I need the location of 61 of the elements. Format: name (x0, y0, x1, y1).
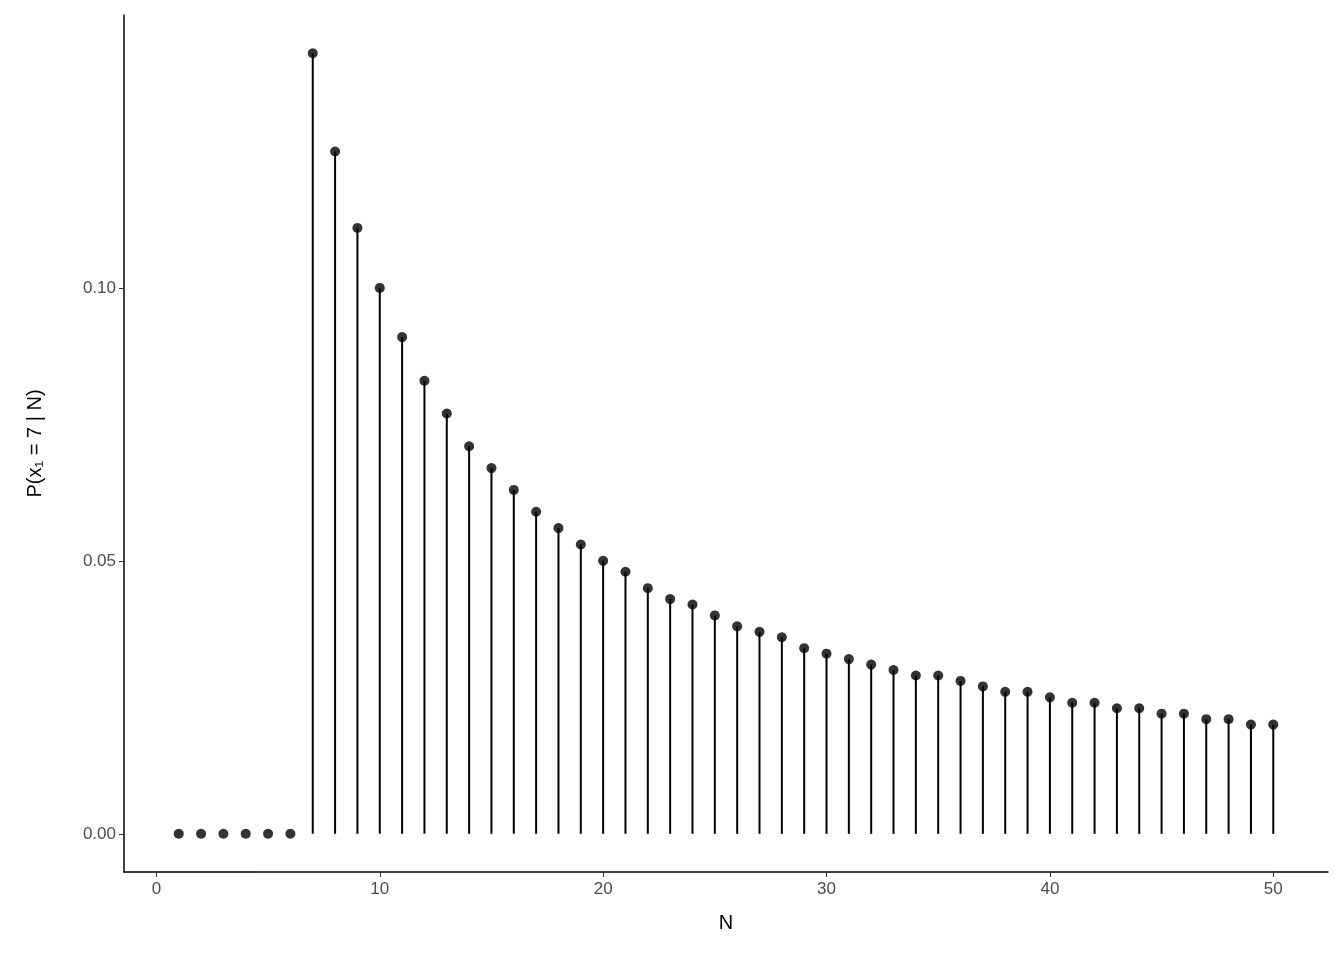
point (1111, 703, 1122, 714)
point (173, 828, 184, 839)
x-tick-label: 20 (593, 879, 613, 898)
point (1134, 703, 1145, 714)
point (732, 621, 743, 632)
point (843, 654, 854, 665)
point (933, 670, 944, 681)
point (665, 594, 676, 605)
x-tick-label: 0 (151, 879, 162, 898)
point (1156, 708, 1167, 719)
point (330, 146, 341, 157)
y-axis-title: P(x₁ = 7 | N) (23, 389, 45, 498)
point (1245, 719, 1256, 730)
point (598, 555, 609, 566)
x-axis-title: N (718, 911, 734, 933)
point (955, 675, 966, 686)
x-tick-label: 40 (1040, 879, 1060, 898)
point (196, 828, 207, 839)
point (419, 375, 430, 386)
x-tick-label: 50 (1263, 879, 1283, 898)
point (486, 463, 497, 474)
point (1201, 714, 1212, 725)
y-tick-label: 0.00 (82, 824, 116, 844)
point (397, 332, 408, 343)
point (888, 665, 899, 676)
point (910, 670, 921, 681)
point (575, 539, 586, 550)
y-tick-label: 0.05 (82, 551, 116, 571)
x-tick-label: 10 (370, 879, 390, 898)
point (1067, 697, 1078, 708)
point (1044, 692, 1055, 703)
point (642, 583, 653, 594)
point (553, 523, 564, 534)
point (1022, 686, 1033, 697)
point (307, 48, 318, 59)
point (754, 626, 765, 637)
y-tick-label: 0.10 (82, 278, 116, 298)
point (821, 648, 832, 659)
x-tick-label: 30 (817, 879, 836, 898)
point (464, 441, 475, 452)
point (240, 828, 251, 839)
point (1089, 697, 1100, 708)
point (866, 659, 877, 670)
point (263, 828, 274, 839)
point (218, 828, 229, 839)
point (1000, 686, 1011, 697)
point (531, 506, 542, 517)
point (709, 610, 720, 621)
point (1268, 719, 1279, 730)
point (1223, 714, 1234, 725)
point (977, 681, 988, 692)
point (620, 566, 631, 577)
point (799, 643, 810, 654)
point (776, 632, 787, 643)
point (1178, 708, 1189, 719)
point (687, 599, 698, 610)
point (508, 484, 519, 495)
point (374, 282, 385, 293)
point (441, 408, 452, 419)
point (285, 828, 296, 839)
point (352, 222, 363, 233)
